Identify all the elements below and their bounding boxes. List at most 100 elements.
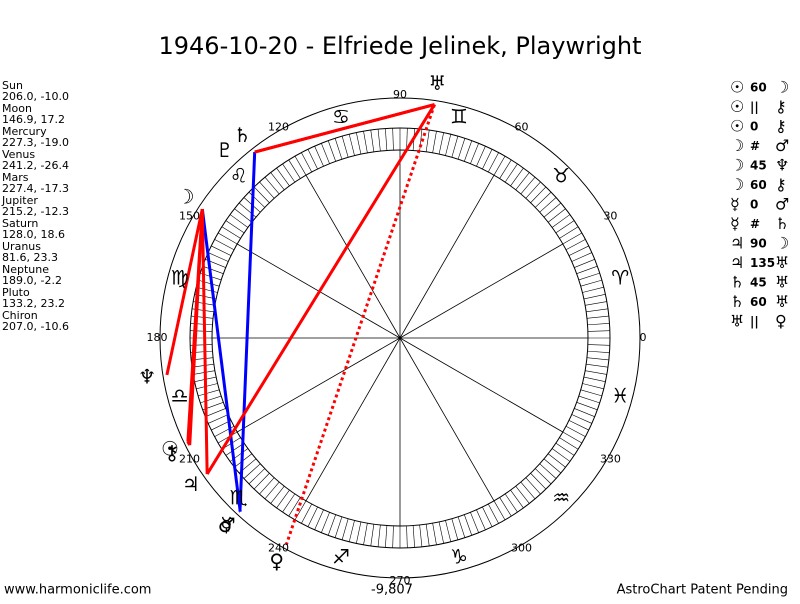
aspect-type: 0 — [750, 120, 758, 134]
tick — [582, 383, 603, 388]
tick — [301, 504, 311, 523]
zodiac-sign: ♒ — [552, 486, 570, 510]
tick — [566, 239, 585, 249]
aspect-type: 45 — [750, 159, 767, 173]
zodiac-sign: ♏ — [230, 486, 248, 510]
tick — [420, 525, 422, 547]
tick — [464, 515, 472, 536]
tick — [572, 414, 592, 423]
tick — [328, 515, 336, 536]
tick — [516, 486, 530, 503]
aspect-type: 0 — [750, 198, 758, 212]
tick — [439, 133, 444, 155]
tick — [433, 131, 437, 153]
tick — [548, 209, 565, 223]
tick — [482, 149, 492, 169]
tick — [470, 512, 478, 532]
tick — [445, 134, 450, 155]
tick — [321, 143, 329, 163]
aspect-type: 135 — [750, 256, 775, 270]
degree-label: 120 — [268, 121, 289, 134]
tick — [585, 371, 607, 375]
aspect-from: ♄ — [730, 292, 744, 311]
tick — [482, 507, 492, 527]
planet-position: 207.0, -10.6 — [2, 320, 69, 333]
spoke — [400, 338, 494, 501]
footer-right: AstroChart Patent Pending — [617, 583, 788, 598]
tick — [342, 519, 348, 540]
tick — [488, 153, 498, 172]
tick — [385, 129, 387, 151]
aspect-type: 45 — [750, 276, 767, 290]
title: 1946-10-20 - Elfriede Jelinek, Playwrigh… — [159, 32, 642, 60]
tick — [569, 420, 589, 430]
tick — [569, 246, 589, 256]
tick — [315, 146, 324, 166]
tick — [476, 510, 485, 530]
aspect-type: 60 — [750, 295, 767, 309]
tick — [586, 364, 608, 367]
aspect-from: ☉ — [730, 117, 744, 136]
tick — [579, 273, 600, 280]
tick — [211, 246, 231, 256]
tick — [371, 524, 374, 546]
aspect-to: ⚷ — [775, 97, 787, 116]
tick — [244, 464, 260, 479]
tick — [521, 482, 535, 499]
planet-glyph: ♀ — [269, 549, 284, 573]
tick — [439, 522, 444, 544]
tick — [321, 512, 329, 532]
tick — [378, 129, 380, 151]
aspect-type: # — [750, 139, 760, 153]
tick — [407, 526, 408, 548]
tick — [426, 524, 429, 546]
tick — [526, 478, 541, 494]
tick — [584, 377, 606, 382]
tick — [516, 173, 530, 190]
tick — [544, 203, 561, 217]
tick — [254, 473, 269, 489]
tick — [349, 134, 354, 155]
tick — [200, 396, 221, 403]
tick — [544, 459, 561, 473]
tick — [577, 266, 598, 274]
aspect-from: ☽ — [730, 136, 744, 155]
tick — [393, 128, 394, 150]
tick — [582, 287, 603, 292]
tick — [271, 173, 285, 190]
tick — [586, 309, 608, 312]
tick — [249, 469, 265, 484]
degree-label: 150 — [179, 210, 200, 223]
aspect-from: ☿ — [730, 214, 740, 233]
tick — [265, 177, 279, 194]
spoke — [400, 338, 563, 432]
tick — [587, 316, 609, 318]
aspect-from: ☉ — [730, 97, 744, 116]
degree-label: 90 — [393, 88, 407, 101]
tick — [308, 507, 318, 527]
zodiac-sign: ♌ — [230, 163, 248, 187]
aspect-to: ♀ — [775, 312, 787, 331]
tick — [208, 414, 228, 423]
tick — [588, 345, 610, 346]
planet-glyph: ♃ — [182, 472, 200, 496]
zodiac-sign: ♉ — [552, 163, 570, 187]
tick — [205, 408, 225, 416]
tick — [203, 266, 224, 274]
tick — [452, 519, 458, 540]
planet-glyph: ♆ — [138, 365, 156, 389]
aspect-from: ☽ — [730, 175, 744, 194]
degree-label: 210 — [179, 453, 200, 466]
zodiac-sign: ♍ — [171, 265, 189, 289]
aspect-to: ♂ — [775, 195, 789, 214]
zodiac-sign: ♎ — [171, 384, 189, 408]
spoke — [306, 338, 400, 501]
aspect-to: ☽ — [775, 234, 789, 253]
tick — [488, 504, 498, 523]
spoke — [306, 175, 400, 338]
tick — [581, 390, 602, 396]
aspect-from: ♃ — [730, 234, 744, 253]
tick — [308, 149, 318, 169]
tick — [535, 192, 551, 207]
tick — [476, 146, 485, 166]
